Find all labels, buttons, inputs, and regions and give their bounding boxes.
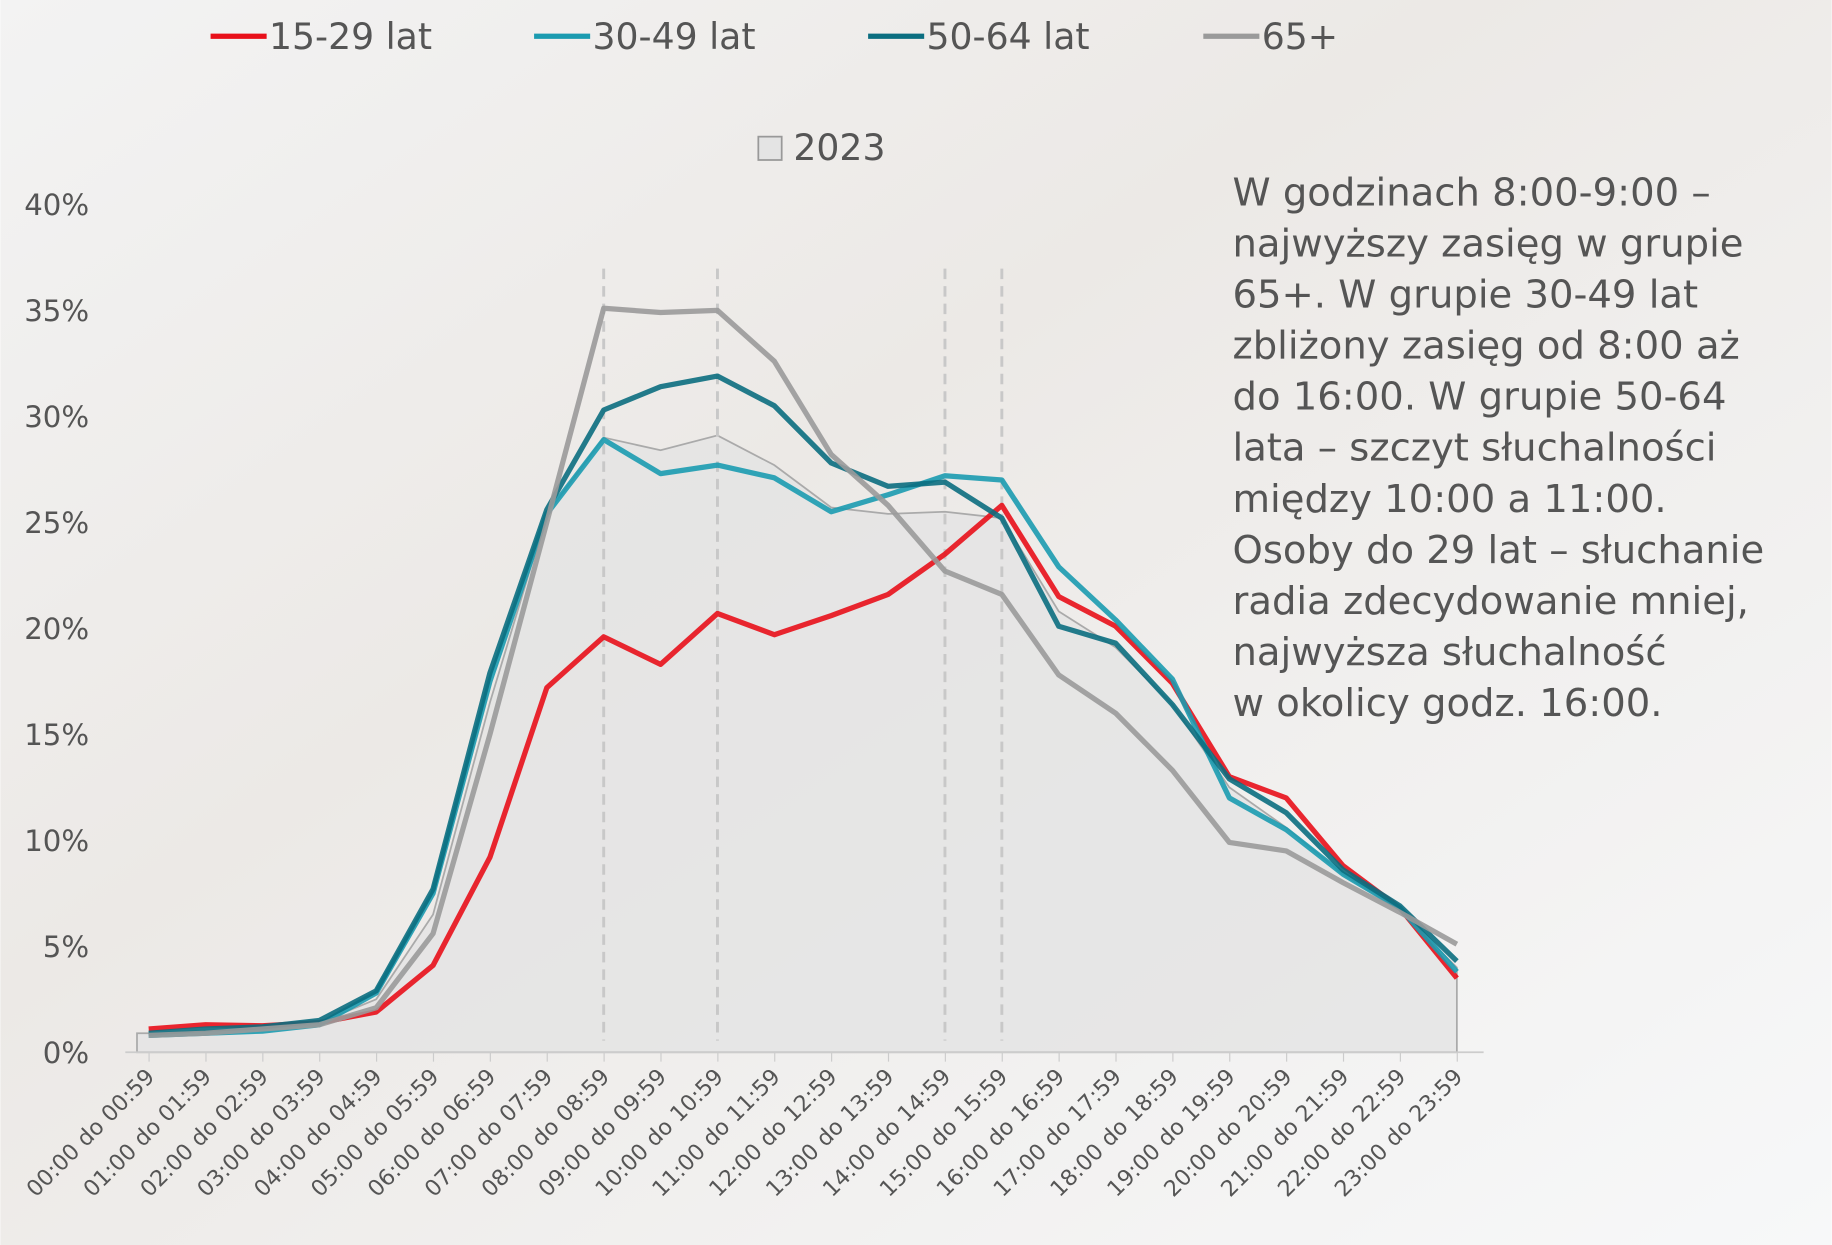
series-line (148, 373, 1459, 1036)
annotation-line: najwyższy zasięg w grupie (1233, 222, 1744, 267)
legend-label: 50-64 lat (927, 15, 1090, 58)
legend-label: 65+ (1262, 15, 1338, 58)
annotation-line: Osoby do 29 lat – słuchanie (1233, 528, 1765, 573)
series-line (148, 305, 1459, 1038)
annotation-line: w okolicy godz. 16:00. (1233, 681, 1663, 726)
annotation-line: zbliżony zasięg od 8:00 aż (1233, 324, 1740, 369)
y-tick-label: 30% (24, 400, 89, 434)
annotation-line: między 10:00 a 11:00. (1233, 477, 1667, 522)
y-tick-label: 40% (24, 188, 89, 222)
annotation-line: 65+. W grupie 30-49 lat (1233, 273, 1699, 318)
annotation-line: najwyższa słuchalność (1233, 630, 1667, 675)
y-tick-label: 15% (24, 718, 89, 752)
annotation-line: lata – szczyt słuchalności (1233, 426, 1717, 471)
y-tick-label: 25% (24, 506, 89, 540)
series-line (148, 502, 1459, 1032)
y-tick-label: 35% (24, 294, 89, 328)
y-tick-label: 5% (43, 930, 89, 964)
legend-label: 30-49 lat (592, 15, 755, 58)
y-tick-label: 0% (43, 1036, 89, 1070)
legend-label: 15-29 lat (269, 15, 432, 58)
annotation-line: radia zdecydowanie mniej, (1233, 579, 1749, 624)
legend-swatch (757, 135, 783, 161)
y-tick-label: 20% (24, 612, 89, 646)
annotation-line: W godzinach 8:00-9:00 – (1233, 171, 1711, 216)
y-tick-label: 10% (24, 824, 89, 858)
legend-label: 2023 (793, 126, 885, 169)
annotation-line: do 16:00. W grupie 50-64 (1233, 375, 1727, 420)
